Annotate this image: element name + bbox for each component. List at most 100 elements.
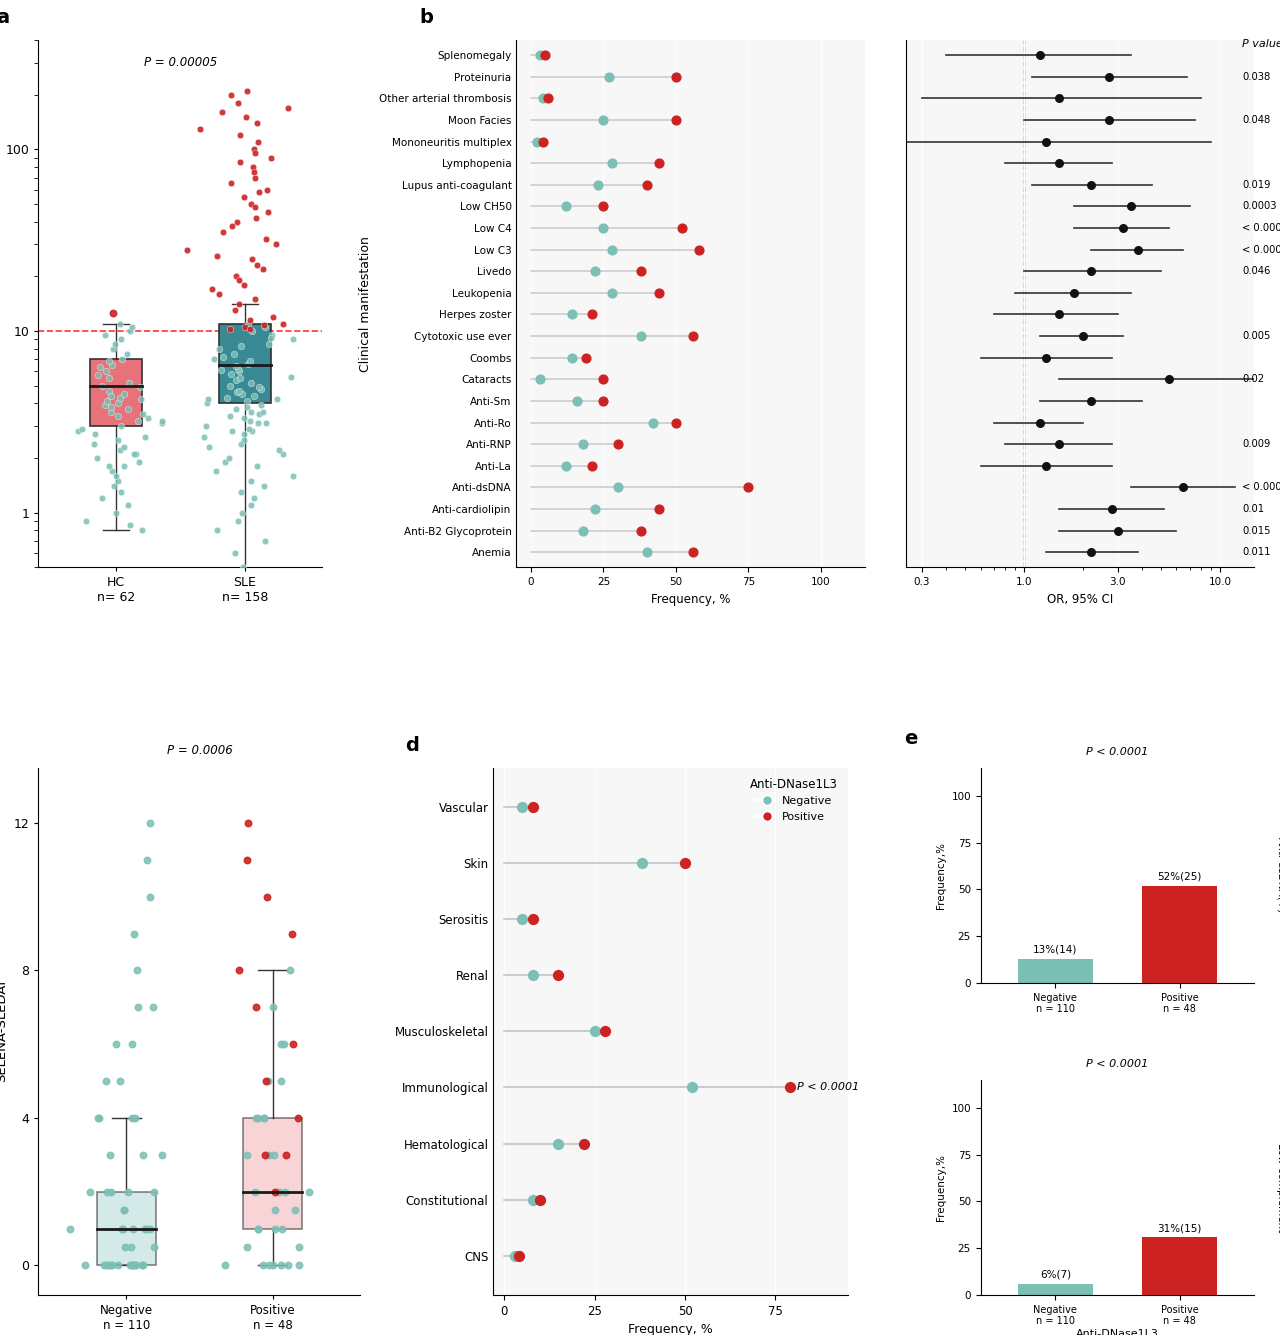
Point <box>239 318 260 339</box>
Point <box>538 88 558 109</box>
Point <box>247 1107 268 1128</box>
Point <box>1029 413 1050 434</box>
Point <box>244 167 265 188</box>
Point <box>125 1107 146 1128</box>
Point <box>105 1033 125 1055</box>
Point <box>232 502 252 523</box>
Point <box>224 542 244 563</box>
Point <box>246 112 266 134</box>
Point <box>244 139 265 160</box>
Point <box>1080 542 1101 563</box>
Point <box>99 380 119 402</box>
Point <box>1037 347 1057 368</box>
Point <box>230 124 251 146</box>
Point <box>87 1107 108 1128</box>
Point <box>256 597 276 618</box>
Point <box>227 211 247 232</box>
Point <box>256 228 276 250</box>
Point <box>119 515 140 537</box>
Point <box>118 1181 138 1203</box>
Point <box>672 218 692 239</box>
Point <box>274 1033 294 1055</box>
Point <box>205 461 225 482</box>
Point <box>215 1255 236 1276</box>
Point <box>595 1021 616 1043</box>
Point <box>228 92 248 113</box>
Point <box>530 44 550 65</box>
Point <box>114 437 134 458</box>
Point <box>223 421 243 442</box>
Point <box>524 1189 544 1211</box>
Point <box>283 1033 303 1055</box>
Point <box>631 852 652 873</box>
Point <box>233 430 253 451</box>
Point <box>255 530 275 551</box>
Point <box>561 304 581 326</box>
Text: Low complement: Low complement <box>1276 1143 1280 1232</box>
Point <box>259 1255 279 1276</box>
Point <box>230 482 251 503</box>
Point <box>1029 44 1050 65</box>
Point <box>556 455 576 477</box>
Point <box>283 328 303 350</box>
Text: 31%(15): 31%(15) <box>1157 1223 1202 1234</box>
Point <box>122 1255 142 1276</box>
Point <box>1048 304 1069 326</box>
Point <box>127 997 147 1019</box>
Point <box>239 410 260 431</box>
Point <box>211 359 232 380</box>
Point <box>119 320 140 342</box>
Point <box>229 360 250 382</box>
Point <box>261 327 282 348</box>
Point <box>255 314 275 335</box>
Point <box>244 1181 265 1203</box>
Point <box>123 1255 143 1276</box>
Point <box>259 1071 279 1092</box>
Point <box>110 312 131 334</box>
Point <box>220 172 241 194</box>
Point <box>137 849 157 870</box>
Text: b: b <box>419 8 433 28</box>
Point <box>780 1077 800 1099</box>
Y-axis label: Frequency,%: Frequency,% <box>936 842 946 909</box>
Point <box>666 413 686 434</box>
Point <box>288 1107 308 1128</box>
Point <box>111 328 132 350</box>
Point <box>648 498 668 519</box>
Point <box>228 510 248 531</box>
Point <box>68 421 88 442</box>
Point <box>198 437 219 458</box>
Point <box>201 279 221 300</box>
Point <box>219 447 239 469</box>
X-axis label: Frequency, %: Frequency, % <box>650 593 730 606</box>
Point <box>237 849 257 870</box>
Point <box>1073 326 1093 347</box>
Point <box>524 796 544 817</box>
Point <box>96 1071 116 1092</box>
Point <box>100 396 120 418</box>
Point <box>237 80 257 101</box>
Point <box>666 109 686 131</box>
Point <box>90 356 110 378</box>
Point <box>1112 218 1133 239</box>
Point <box>108 1255 128 1276</box>
Point <box>152 413 173 434</box>
Point <box>251 395 271 417</box>
Point <box>87 364 108 386</box>
Point <box>143 997 164 1019</box>
Point <box>239 351 260 372</box>
Text: P = 0.0006: P = 0.0006 <box>166 744 232 757</box>
Point <box>83 433 104 454</box>
Point <box>237 396 257 418</box>
Point <box>1172 477 1193 498</box>
Point <box>111 415 132 437</box>
Point <box>102 303 123 324</box>
Point <box>197 392 218 414</box>
Point <box>74 1255 95 1276</box>
Text: 0.02: 0.02 <box>1242 374 1265 384</box>
Point <box>227 382 247 403</box>
Point <box>101 384 122 406</box>
Point <box>111 348 132 370</box>
Point <box>115 1236 136 1258</box>
Point <box>300 1181 320 1203</box>
